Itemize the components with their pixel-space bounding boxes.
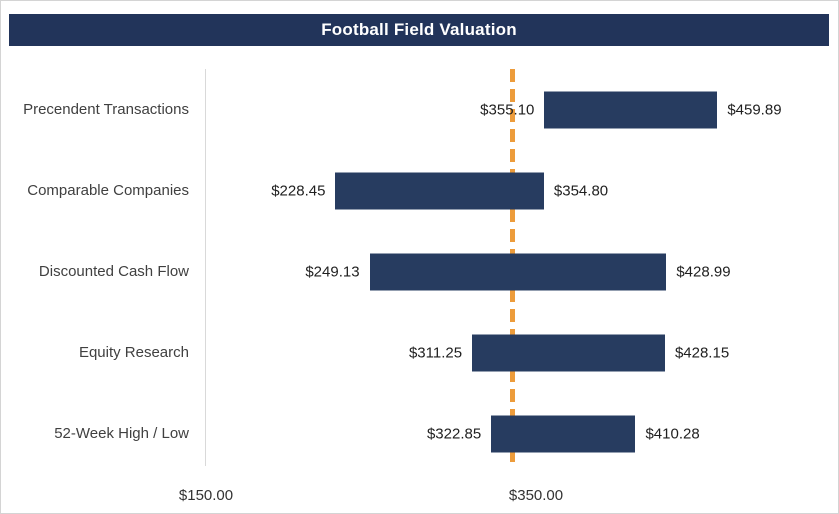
chart-row: Discounted Cash Flow $249.13 $428.99 xyxy=(1,231,838,312)
chart-rows: Precendent Transactions $355.10 $459.89 Com… xyxy=(1,69,838,474)
x-axis-tick-label: $350.00 xyxy=(508,487,564,504)
category-label: Discounted Cash Flow xyxy=(38,263,189,280)
low-value-label: $311.25 xyxy=(408,344,463,361)
category-label: Precendent Transactions xyxy=(23,101,189,118)
chart-title: Football Field Valuation xyxy=(321,20,517,39)
valuation-bar xyxy=(472,334,665,371)
row-plot: $322.85 $410.28 xyxy=(189,393,838,474)
valuation-bar xyxy=(544,91,718,128)
category-label: 52-Week High / Low xyxy=(54,425,189,442)
row-plot: $355.10 $459.89 xyxy=(189,69,838,150)
low-value-label: $322.85 xyxy=(426,425,482,442)
row-plot: $249.13 $428.99 xyxy=(189,231,838,312)
valuation-bar xyxy=(335,172,544,209)
low-value-label: $355.10 xyxy=(480,101,535,118)
high-value-label: $428.99 xyxy=(676,263,731,280)
chart-row: Precendent Transactions $355.10 $459.89 xyxy=(1,69,838,150)
valuation-bar xyxy=(491,415,636,452)
high-value-label: $459.89 xyxy=(727,101,782,118)
x-axis-tick-label: $150.00 xyxy=(178,487,234,504)
low-value-label: $228.45 xyxy=(271,182,326,199)
category-label: Comparable Companies xyxy=(27,182,189,199)
high-value-label: $354.80 xyxy=(553,182,609,199)
chart-row: Comparable Companies $228.45 $354.80 xyxy=(1,150,838,231)
chart-row: 52-Week High / Low $322.85 $410.28 xyxy=(1,393,838,474)
valuation-bar xyxy=(369,253,667,290)
row-plot: $228.45 $354.80 xyxy=(189,150,838,231)
row-plot: $311.25 $428.15 xyxy=(189,312,838,393)
y-axis-line xyxy=(205,69,206,466)
high-value-label: $410.28 xyxy=(645,425,700,442)
low-value-label: $249.13 xyxy=(305,263,360,280)
category-label: Equity Research xyxy=(78,344,189,361)
chart-title-bar: Football Field Valuation xyxy=(9,14,829,46)
high-value-label: $428.15 xyxy=(674,344,730,361)
chart-row: Equity Research $311.25 $428.15 xyxy=(1,312,838,393)
